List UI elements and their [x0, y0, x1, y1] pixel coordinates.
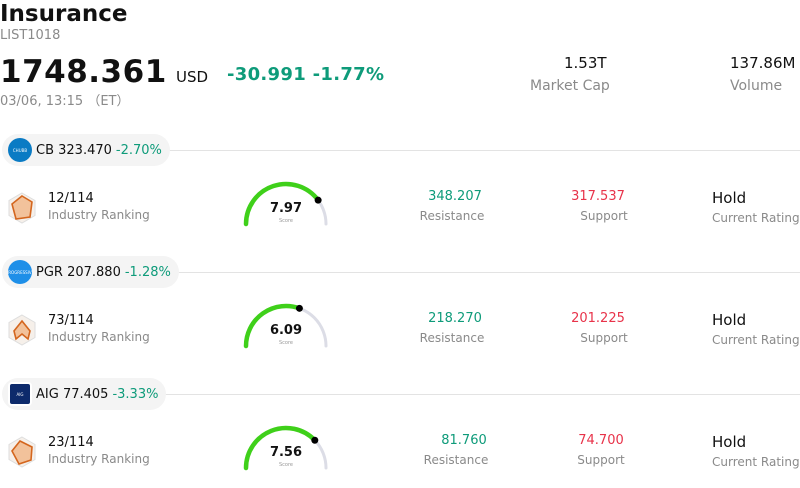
industry-rank-label: Industry Ranking	[48, 330, 150, 344]
stock-ticker: PGR	[36, 264, 63, 280]
gauge-fill	[243, 303, 302, 349]
section-divider	[160, 394, 800, 395]
current-rating-label: Current Rating	[712, 455, 800, 469]
index-change-pct: -1.77%	[312, 64, 385, 85]
index-price: 1748.361	[0, 54, 167, 90]
score-value: 7.56	[269, 445, 303, 460]
resistance-label: Resistance	[419, 209, 485, 223]
support-value: 201.225	[571, 311, 625, 326]
score-caption: Score	[278, 218, 293, 224]
aig-logo-icon: AIG	[8, 382, 32, 406]
page-title: Insurance	[0, 1, 128, 27]
progressive-logo-icon: PROGRESSIVE	[8, 260, 32, 284]
stock-ticker: AIG	[36, 386, 59, 402]
ranking-badge-icon	[8, 314, 36, 346]
stock-price: 77.405	[62, 386, 109, 402]
score-gauge	[243, 303, 328, 349]
section-divider	[160, 150, 800, 151]
industry-rank-label: Industry Ranking	[48, 452, 150, 466]
support-label: Support	[577, 453, 625, 467]
industry-rank-value: 73/114	[48, 313, 94, 328]
stock-price: 323.470	[58, 142, 112, 158]
current-rating-label: Current Rating	[712, 333, 800, 347]
timestamp: 03/06, 13:15 （ET）	[0, 94, 130, 109]
current-rating-label: Current Rating	[712, 211, 800, 225]
resistance-value: 348.207	[428, 189, 482, 204]
stock-change: -2.70%	[115, 142, 162, 158]
gauge-marker	[311, 436, 319, 444]
resistance-value: 81.760	[441, 433, 487, 448]
support-value: 74.700	[578, 433, 624, 448]
stock-change: -3.33%	[112, 386, 159, 402]
score-value: 7.97	[269, 201, 303, 216]
stock-chip-pgr[interactable]: PROGRESSIVE PGR 207.880 -1.28%	[2, 256, 179, 288]
current-rating-value: Hold	[712, 311, 747, 329]
stock-ticker: CB	[36, 142, 54, 158]
gauge-marker	[295, 304, 303, 312]
score-gauge	[243, 181, 328, 227]
stock-chip-cb[interactable]: CHUBB CB 323.470 -2.70%	[2, 134, 170, 166]
list-code: LIST1018	[0, 28, 61, 43]
resistance-label: Resistance	[419, 331, 485, 345]
gauge-fill	[243, 425, 318, 471]
market-cap-label: Market Cap	[530, 78, 610, 94]
industry-rank-value: 12/114	[48, 191, 94, 206]
ranking-badge-icon	[8, 192, 36, 224]
volume-value: 137.86M	[730, 54, 796, 72]
volume-label: Volume	[730, 78, 783, 94]
score-value: 6.09	[269, 323, 303, 338]
ranking-badge-icon	[8, 436, 36, 468]
current-rating-value: Hold	[712, 189, 747, 207]
index-change: -30.991 -1.77%	[227, 64, 384, 85]
resistance-label: Resistance	[423, 453, 489, 467]
stock-chip-aig[interactable]: AIG AIG 77.405 -3.33%	[2, 378, 167, 410]
support-label: Support	[580, 331, 628, 345]
support-value: 317.537	[571, 189, 625, 204]
chubb-logo-icon: CHUBB	[8, 138, 32, 162]
index-change-abs: -30.991	[227, 64, 307, 85]
gauge-marker	[314, 196, 322, 204]
score-gauge	[243, 425, 328, 471]
market-cap-value: 1.53T	[564, 54, 607, 72]
currency-label: USD	[176, 68, 209, 86]
current-rating-value: Hold	[712, 433, 747, 451]
stock-price: 207.880	[67, 264, 121, 280]
gauge-fill	[243, 181, 321, 227]
industry-rank-value: 23/114	[48, 435, 94, 450]
section-divider	[160, 272, 800, 273]
stock-change: -1.28%	[124, 264, 171, 280]
industry-rank-label: Industry Ranking	[48, 208, 150, 222]
score-caption: Score	[278, 340, 293, 346]
score-caption: Score	[278, 462, 293, 468]
resistance-value: 218.270	[428, 311, 482, 326]
support-label: Support	[580, 209, 628, 223]
